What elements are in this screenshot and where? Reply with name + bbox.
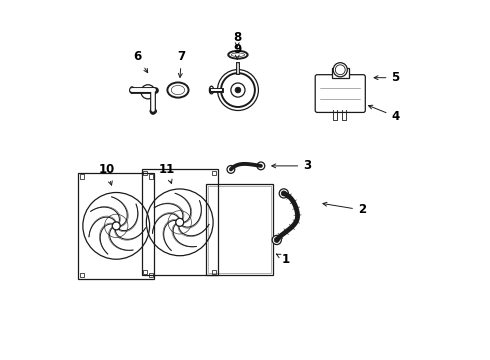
Ellipse shape bbox=[130, 87, 134, 93]
Circle shape bbox=[272, 235, 281, 244]
Text: 1: 1 bbox=[276, 253, 290, 266]
Circle shape bbox=[227, 166, 235, 173]
Circle shape bbox=[231, 83, 245, 97]
Bar bbox=[80, 273, 84, 277]
Text: 5: 5 bbox=[374, 71, 400, 84]
Bar bbox=[143, 270, 147, 274]
Bar bbox=[148, 174, 153, 179]
Circle shape bbox=[279, 189, 289, 198]
Bar bbox=[80, 174, 84, 179]
Text: 6: 6 bbox=[133, 50, 147, 73]
Text: 9: 9 bbox=[233, 43, 242, 59]
Bar bbox=[78, 173, 154, 279]
Circle shape bbox=[221, 73, 255, 107]
Text: 8: 8 bbox=[233, 31, 242, 47]
Bar bbox=[142, 170, 218, 275]
Text: 10: 10 bbox=[98, 163, 115, 185]
Circle shape bbox=[257, 162, 265, 170]
Bar bbox=[212, 270, 216, 274]
Circle shape bbox=[333, 63, 347, 77]
Bar bbox=[148, 273, 153, 277]
Circle shape bbox=[141, 85, 155, 99]
Text: 3: 3 bbox=[272, 159, 311, 172]
FancyBboxPatch shape bbox=[315, 75, 366, 112]
Bar bbox=[208, 186, 271, 273]
Ellipse shape bbox=[209, 86, 214, 94]
Ellipse shape bbox=[228, 51, 247, 59]
Text: 11: 11 bbox=[159, 163, 175, 183]
Bar bbox=[143, 171, 147, 175]
Bar bbox=[332, 68, 349, 78]
Circle shape bbox=[218, 69, 258, 111]
Ellipse shape bbox=[168, 82, 189, 98]
Ellipse shape bbox=[150, 109, 156, 113]
Bar bbox=[206, 184, 273, 275]
Text: 2: 2 bbox=[323, 202, 366, 216]
Text: 4: 4 bbox=[368, 105, 400, 123]
Circle shape bbox=[235, 87, 241, 93]
Text: 7: 7 bbox=[177, 50, 186, 77]
Bar bbox=[212, 171, 216, 175]
